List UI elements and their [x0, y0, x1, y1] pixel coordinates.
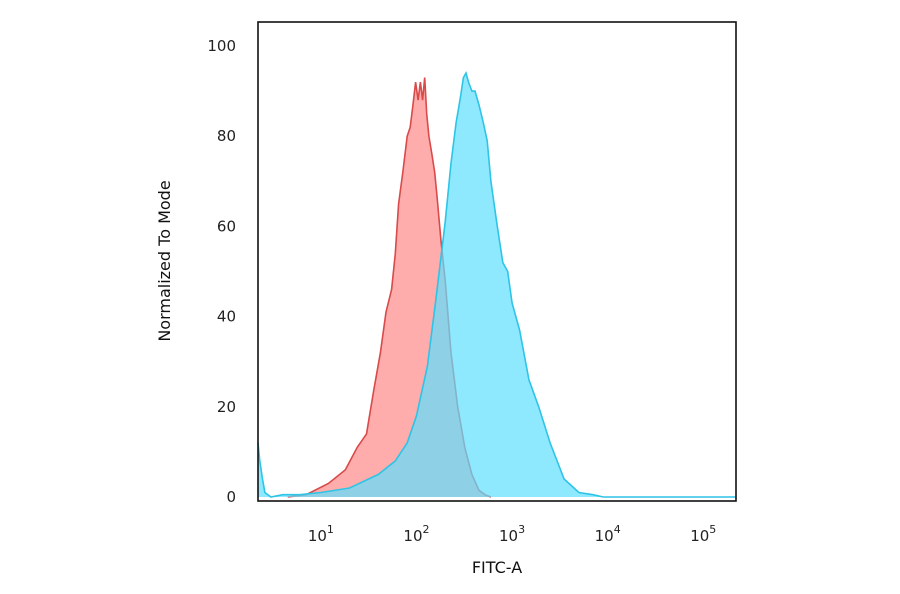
y-tick-label: 60 [217, 217, 236, 235]
y-tick-label: 100 [207, 37, 236, 55]
y-tick-label: 80 [217, 127, 236, 145]
x-tick-label: 102 [403, 523, 429, 545]
y-axis-title: Normalized To Mode [155, 180, 174, 341]
series-2-line [257, 71, 736, 498]
y-tick-label: 20 [217, 398, 236, 416]
x-axis-title: FITC-A [472, 558, 522, 577]
x-tick-label: 101 [308, 523, 334, 545]
x-tick-label: 103 [499, 523, 525, 545]
plot-frame [257, 21, 737, 502]
x-tick-label: 105 [690, 523, 716, 545]
series-2-area [258, 73, 736, 497]
x-axis-ticks: 101 102 103 104 105 [308, 523, 716, 545]
series-layer [257, 71, 736, 498]
y-tick-label: 0 [226, 488, 236, 506]
y-axis-ticks: 0 20 40 60 80 100 [207, 37, 236, 506]
x-tick-label: 104 [595, 523, 621, 545]
y-tick-label: 40 [217, 308, 236, 326]
